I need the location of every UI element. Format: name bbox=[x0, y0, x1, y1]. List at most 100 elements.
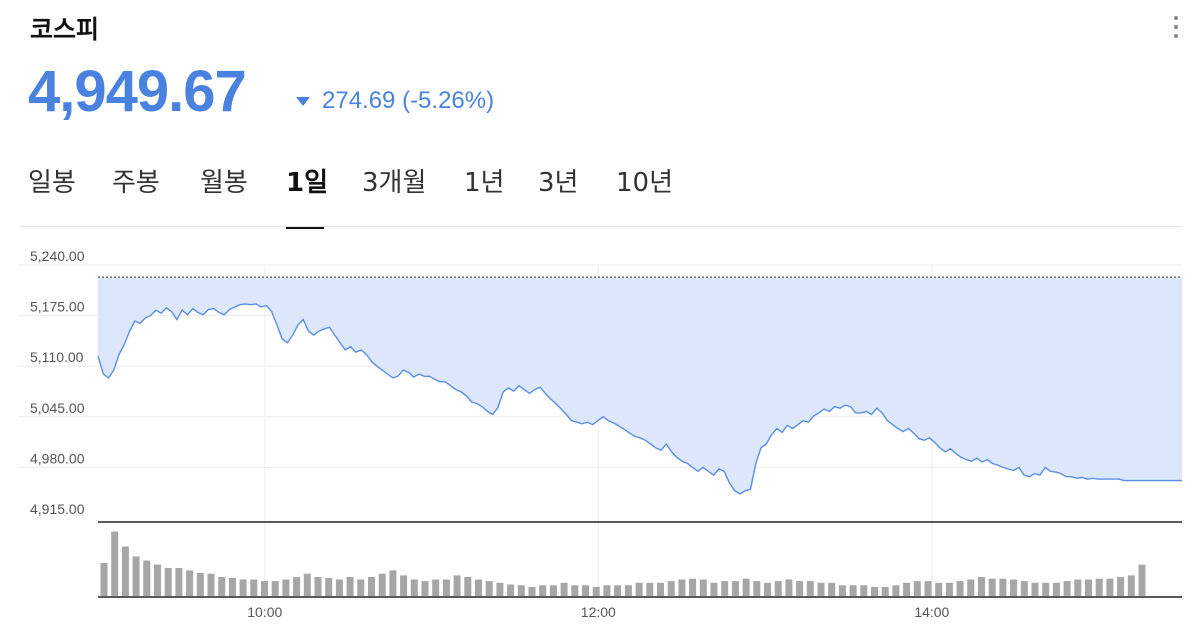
volume-bar bbox=[314, 577, 322, 596]
volume-bar bbox=[881, 586, 889, 596]
volume-bar bbox=[667, 581, 675, 596]
price-change-value: 274.69 (-5.26%) bbox=[322, 87, 495, 114]
volume-bar bbox=[828, 582, 836, 596]
volume-bar bbox=[517, 585, 525, 596]
volume-bar bbox=[1127, 575, 1135, 596]
volume-bar bbox=[154, 564, 161, 596]
volume-bar bbox=[624, 585, 632, 596]
volume-bar bbox=[528, 586, 536, 596]
volume-bar bbox=[539, 585, 547, 596]
current-price: 4,949.67 bbox=[28, 59, 247, 124]
price-series-line bbox=[97, 303, 1182, 495]
volume-bar bbox=[271, 581, 279, 596]
x-tick-label: 14:00 bbox=[914, 604, 949, 620]
tab-weekly-candle[interactable]: 주봉 bbox=[112, 168, 160, 198]
volume-bar bbox=[817, 582, 825, 596]
volume-bar bbox=[871, 586, 878, 596]
volume-bar bbox=[1042, 582, 1050, 596]
x-axis-labels: 10:00 12:00 14:00 bbox=[247, 604, 949, 620]
price-area-fill bbox=[98, 277, 1182, 494]
tab-1-year[interactable]: 1년 bbox=[464, 168, 505, 198]
volume-bar bbox=[453, 575, 461, 596]
volume-bar bbox=[121, 546, 129, 596]
volume-bar bbox=[796, 581, 804, 596]
volume-bar bbox=[325, 577, 333, 597]
down-arrow-icon bbox=[296, 96, 310, 106]
volume-bar bbox=[357, 579, 365, 596]
y-tick-label: 5,045.00 bbox=[30, 400, 85, 416]
volume-bar bbox=[785, 579, 793, 596]
volume-bar bbox=[657, 582, 664, 596]
volume-bar bbox=[731, 581, 739, 596]
volume-bar bbox=[988, 578, 996, 596]
volume-bar bbox=[764, 582, 771, 596]
volume-bar bbox=[442, 579, 450, 596]
volume-bar bbox=[132, 556, 140, 596]
tab-daily-candle[interactable]: 일봉 bbox=[28, 168, 76, 198]
volume-bar bbox=[239, 579, 247, 596]
volume-bar bbox=[228, 577, 236, 597]
volume-bar bbox=[849, 585, 857, 596]
y-tick-label: 5,240.00 bbox=[30, 248, 85, 264]
volume-bar bbox=[1031, 582, 1039, 596]
more-options-icon[interactable] bbox=[1168, 16, 1184, 46]
volume-bar bbox=[560, 582, 568, 596]
volume-bar bbox=[303, 573, 311, 596]
volume-bar bbox=[496, 582, 504, 596]
volume-bar bbox=[335, 579, 343, 596]
x-tick-label: 12:00 bbox=[581, 604, 616, 620]
volume-bar bbox=[935, 582, 943, 596]
volume-bar bbox=[1106, 578, 1114, 596]
volume-bar bbox=[582, 585, 589, 596]
volume-bar bbox=[571, 585, 579, 596]
volume-bar bbox=[646, 582, 654, 596]
volume-bar bbox=[250, 579, 258, 596]
page-title: 코스피 bbox=[30, 15, 100, 44]
volume-bar bbox=[614, 585, 622, 596]
tab-3-months[interactable]: 3개월 bbox=[362, 168, 427, 198]
volume-bar bbox=[635, 582, 643, 596]
volume-bar bbox=[978, 577, 985, 596]
volume-bar bbox=[689, 578, 697, 596]
volume-bar bbox=[699, 579, 707, 596]
volume-bar bbox=[507, 584, 515, 596]
volume-bar bbox=[742, 578, 750, 596]
volume-bar bbox=[111, 531, 119, 596]
volume-bar bbox=[368, 577, 375, 596]
volume-bar bbox=[485, 581, 493, 596]
volume-bar bbox=[956, 581, 964, 596]
volume-bar bbox=[838, 585, 846, 596]
x-tick-label: 10:00 bbox=[247, 604, 282, 620]
volume-bar bbox=[207, 573, 215, 596]
volume-bar bbox=[261, 581, 268, 596]
tab-monthly-candle[interactable]: 월봉 bbox=[200, 168, 248, 198]
volume-bar bbox=[1052, 582, 1060, 596]
tab-10-years[interactable]: 10년 bbox=[616, 168, 674, 198]
volume-bar bbox=[967, 579, 975, 596]
active-tab-indicator bbox=[286, 226, 324, 229]
volume-bar bbox=[389, 570, 397, 596]
volume-bar bbox=[100, 563, 108, 596]
volume-bar bbox=[1010, 579, 1018, 596]
tab-3-years[interactable]: 3년 bbox=[538, 168, 579, 198]
volume-bars bbox=[100, 531, 1146, 597]
volume-bar bbox=[806, 581, 814, 596]
volume-bar bbox=[678, 579, 686, 596]
volume-bar bbox=[603, 585, 611, 596]
volume-bar bbox=[421, 581, 429, 596]
volume-bar bbox=[218, 577, 226, 596]
volume-bar bbox=[464, 577, 472, 596]
y-tick-label: 5,110.00 bbox=[30, 349, 84, 365]
volume-bar bbox=[282, 579, 290, 596]
volume-bar bbox=[1117, 577, 1125, 596]
volume-bar bbox=[710, 582, 718, 596]
tab-1-day[interactable]: 1일 bbox=[286, 168, 329, 198]
volume-bar bbox=[774, 581, 782, 596]
volume-bar bbox=[346, 577, 354, 596]
volume-bar bbox=[999, 578, 1007, 596]
price-change: 274.69 (-5.26%) bbox=[296, 87, 494, 115]
volume-bar bbox=[592, 586, 600, 596]
volume-bar bbox=[410, 579, 418, 596]
volume-bar bbox=[753, 581, 761, 596]
